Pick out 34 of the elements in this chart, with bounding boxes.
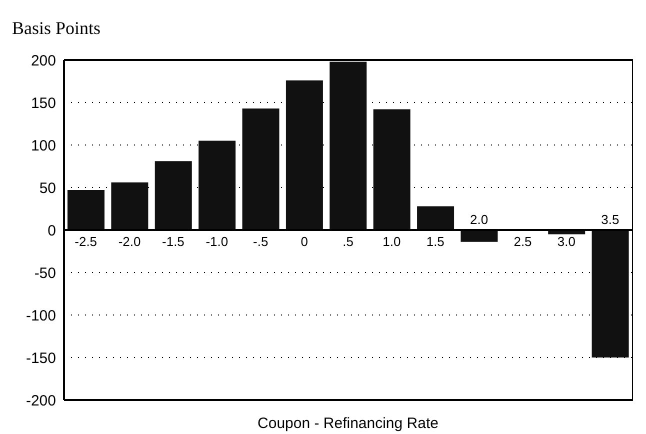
bar (592, 230, 629, 358)
bar (111, 182, 148, 230)
y-tick-label: -50 (34, 264, 56, 282)
x-axis-title: Coupon - Refinancing Rate (258, 415, 438, 432)
x-tick-label: 1.5 (426, 234, 444, 249)
bar (242, 108, 280, 230)
y-axis-title: Basis Points (12, 18, 101, 39)
y-tick-label: 200 (30, 52, 56, 70)
bar (154, 161, 192, 230)
bar (286, 80, 323, 230)
y-tick-label: -150 (26, 350, 56, 367)
x-tick-label: -2.0 (118, 234, 141, 249)
y-tick-label: -200 (26, 392, 56, 410)
x-tick-label: 1.0 (382, 234, 401, 249)
bar (373, 109, 410, 230)
bar (198, 140, 236, 230)
y-tick-label: 50 (39, 180, 56, 197)
bar (417, 206, 454, 230)
bar (67, 190, 104, 230)
x-tick-label: -1.5 (162, 234, 184, 249)
x-tick-label: 0 (300, 234, 308, 249)
x-tick-label: .5 (342, 234, 354, 249)
x-tick-label: -2.5 (74, 234, 98, 249)
x-tick-label: 3.0 (557, 234, 576, 249)
y-tick-label: -100 (26, 307, 56, 324)
x-tick-label: 3.5 (601, 212, 620, 227)
x-tick-label: -.5 (253, 234, 268, 249)
y-tick-label: 150 (30, 94, 56, 112)
x-tick-label: -1.0 (206, 234, 228, 249)
x-tick-label: 2.5 (514, 234, 532, 249)
y-tick-label: 100 (30, 137, 56, 154)
bar (460, 230, 498, 242)
x-tick-label: 2.0 (470, 212, 488, 227)
bar (330, 62, 367, 230)
